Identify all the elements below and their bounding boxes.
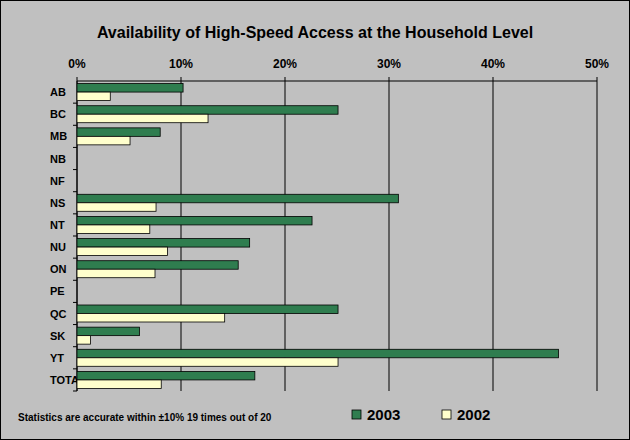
category-label: PE: [50, 285, 65, 297]
tick-mark: [73, 236, 77, 237]
bar: [77, 358, 338, 367]
bar: [77, 216, 312, 225]
tick-label: 10%: [169, 57, 193, 71]
grid-line: [285, 81, 286, 391]
chart: Availability of High-Speed Access at the…: [0, 0, 630, 440]
bar: [77, 327, 139, 336]
tick-mark: [73, 324, 77, 325]
grid-line: [389, 81, 390, 391]
grid-line: [597, 81, 598, 391]
title: Availability of High-Speed Access at the…: [97, 24, 533, 41]
bar: [77, 371, 255, 380]
tick-mark: [73, 368, 77, 369]
tick-mark: [73, 147, 77, 148]
tick-label: 30%: [377, 57, 401, 71]
bar: [77, 114, 208, 123]
category-label: YT: [50, 352, 64, 364]
legend-swatch: [442, 410, 451, 419]
bar: [77, 106, 338, 115]
tick-mark: [389, 77, 390, 81]
x-axis-line: [77, 81, 597, 82]
bar: [77, 84, 183, 93]
tick-label: 0%: [68, 57, 86, 71]
category-label: NF: [50, 175, 65, 187]
category-label: BC: [50, 108, 66, 120]
tick-mark: [493, 77, 494, 81]
bar: [77, 261, 238, 270]
bar: [77, 194, 398, 203]
legend-label: 2003: [367, 406, 400, 423]
bar: [77, 380, 161, 389]
bar: [77, 225, 150, 234]
background: [1, 1, 630, 440]
tick-mark: [73, 191, 77, 192]
category-label: AB: [50, 86, 66, 98]
bars: [77, 84, 559, 389]
bar: [77, 305, 338, 314]
tick-label: 40%: [481, 57, 505, 71]
plot-area: [77, 81, 597, 391]
tick-mark: [73, 258, 77, 259]
bar: [77, 136, 130, 145]
category-label: ON: [50, 263, 67, 275]
bar: [77, 269, 155, 278]
tick-mark: [73, 391, 77, 392]
category-label: NT: [50, 219, 65, 231]
category-label: MB: [50, 130, 67, 142]
tick-mark: [73, 302, 77, 303]
tick-mark: [73, 346, 77, 347]
tick-mark: [73, 280, 77, 281]
bar: [77, 239, 250, 248]
category-label: NU: [50, 241, 66, 253]
legend-label: 2002: [457, 406, 490, 423]
tick-mark: [73, 103, 77, 104]
tick-mark: [73, 169, 77, 170]
category-label: QC: [50, 308, 67, 320]
tick-label: 20%: [273, 57, 297, 71]
annotation: Statistics are accurate within ±10% 19 t…: [18, 412, 272, 423]
category-label: NS: [50, 197, 65, 209]
tick-mark: [285, 77, 286, 81]
legend-swatch: [352, 410, 361, 419]
tick-mark: [73, 125, 77, 126]
bar: [77, 349, 559, 358]
bar: [77, 92, 110, 101]
tick-mark: [181, 77, 182, 81]
tick-mark: [597, 77, 598, 81]
category-label: SK: [50, 330, 65, 342]
bar: [77, 247, 167, 256]
tick-mark: [77, 77, 78, 81]
bar: [77, 203, 156, 212]
category-label: NB: [50, 153, 66, 165]
tick-mark: [73, 213, 77, 214]
bar: [77, 128, 160, 137]
grid-line: [493, 81, 494, 391]
grid-line: [181, 81, 182, 391]
bar: [77, 336, 91, 345]
tick-label: 50%: [585, 57, 609, 71]
bar: [77, 314, 225, 323]
